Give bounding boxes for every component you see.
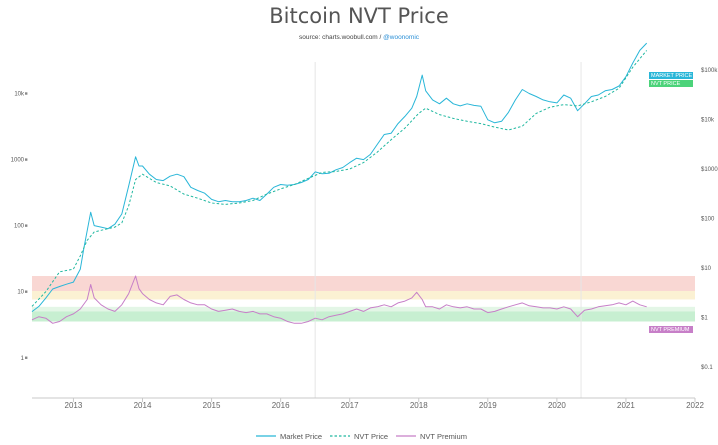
left-tick-label-3: 10 <box>17 290 24 296</box>
premium-band-0 <box>32 276 695 292</box>
chart-title: Bitcoin NVT Price <box>269 4 449 28</box>
series-line-market-price <box>31 42 648 312</box>
left-axis: 10k 1000 100 10 1 <box>11 92 28 362</box>
legend: Market Price NVT Price NVT Premium <box>256 432 467 441</box>
series-line-nvt-price <box>31 50 648 307</box>
premium-band-2 <box>32 306 695 312</box>
tag-bg-0 <box>649 72 693 79</box>
right-tick-label-2: $1000 <box>701 167 718 173</box>
legend-item-market-price: Market Price <box>256 432 322 441</box>
x-tick-label-5: 2018 <box>410 401 428 410</box>
x-axis: 2013 2014 2015 2016 2017 2018 2019 2020 2021 2022 <box>32 397 704 410</box>
premium-band-3 <box>32 311 695 322</box>
vertical-guides <box>314 62 582 398</box>
left-tick-label-1: 1000 <box>11 158 25 164</box>
tag-bg-2 <box>649 326 693 333</box>
series-lines <box>31 42 648 324</box>
left-tick-label-4: 1 <box>21 356 25 362</box>
x-tick-label-7: 2020 <box>548 401 566 410</box>
x-tick-label-9: 2022 <box>686 401 704 410</box>
legend-item-nvt-premium: NVT Premium <box>396 432 467 441</box>
tag-nvt-price: NVT PRICE <box>649 80 693 87</box>
left-tick-label-0: 10k <box>14 92 25 98</box>
legend-label-2: NVT Premium <box>420 432 467 441</box>
right-tick-label-6: $0.1 <box>701 365 713 371</box>
x-tick-label-3: 2016 <box>272 401 290 410</box>
tag-bg-1 <box>649 80 693 87</box>
left-tick-mark-4 <box>25 356 28 359</box>
premium-band-1 <box>32 291 695 300</box>
tag-nvt-premium: NVT PREMIUM <box>649 326 693 333</box>
x-tick-label-8: 2021 <box>617 401 635 410</box>
right-tick-label-3: $100 <box>701 217 715 223</box>
source-handle-link[interactable]: @woonomic <box>383 34 420 41</box>
right-axis: $100k $10k $1000 $100 $10 $1 $0.1 <box>701 68 718 371</box>
x-tick-label-0: 2013 <box>65 401 83 410</box>
right-tick-label-4: $10 <box>701 266 712 272</box>
tag-label-2: NVT PREMIUM <box>651 327 690 333</box>
series-tags: MARKET PRICE NVT PRICE NVT PREMIUM <box>649 72 693 333</box>
source-prefix: source: charts.woobull.com / <box>298 34 384 41</box>
left-tick-mark-1 <box>25 158 28 161</box>
premium-bands <box>32 276 695 322</box>
left-tick-label-2: 100 <box>14 224 25 230</box>
series-line-nvt-premium <box>31 275 647 324</box>
x-tick-label-2: 2015 <box>203 401 221 410</box>
legend-label-1: NVT Price <box>354 432 388 441</box>
tag-label-1: NVT PRICE <box>651 81 681 87</box>
left-tick-mark-3 <box>25 290 28 293</box>
tag-market-price: MARKET PRICE <box>649 72 693 79</box>
left-tick-mark-2 <box>25 224 28 227</box>
x-tick-label-6: 2019 <box>479 401 497 410</box>
legend-label-0: Market Price <box>280 432 322 441</box>
right-tick-label-5: $1 <box>701 316 708 322</box>
x-tick-label-1: 2014 <box>134 401 152 410</box>
left-tick-mark-0 <box>25 92 28 95</box>
chart-source: source: charts.woobull.com / @woonomic <box>0 34 718 41</box>
legend-item-nvt-price: NVT Price <box>330 432 388 441</box>
x-tick-label-4: 2017 <box>341 401 359 410</box>
tag-label-0: MARKET PRICE <box>651 73 692 79</box>
right-tick-label-1: $10k <box>701 118 715 124</box>
right-tick-label-0: $100k <box>701 68 718 74</box>
